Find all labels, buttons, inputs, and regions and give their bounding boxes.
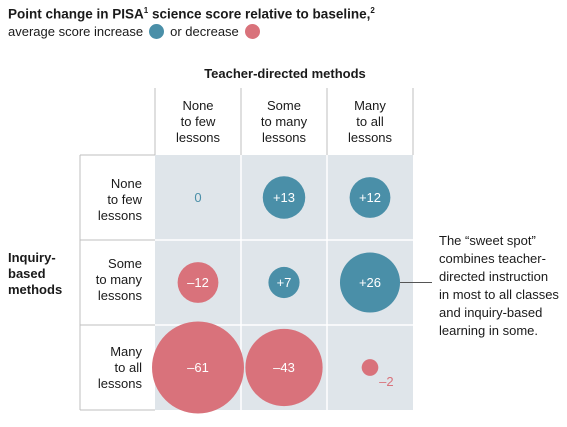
bubble [268,266,300,299]
legend-decrease-swatch [244,24,260,39]
bubble [339,252,401,313]
bubble-value-label: –12 [187,275,209,290]
row-label-1: None to few lessons [97,176,142,223]
chart-title: Point change in PISA1 science score rela… [8,6,375,22]
sweet-spot-annotation: The “sweet spot” combines teacher-directe… [439,233,559,338]
bubble-value-label: +26 [359,275,381,290]
column-label-3: Many to all lessons [347,98,393,145]
bubble [152,321,244,414]
row-label-2: Some to many lessons [95,256,142,303]
legend-increase-swatch [149,24,165,39]
bubble-value-label: 0 [194,190,201,205]
row-label-3: Many to all lessons [97,344,142,391]
legend-decrease-label: or decrease [170,24,239,39]
bubble-value-label: +7 [277,275,292,290]
bubble [177,262,219,303]
column-label-1: None to few lessons [175,98,221,145]
column-axis-title: Teacher-directed methods [204,66,366,81]
legend-increase-label: average score increase [8,24,144,39]
column-label-2: Some to many lessons [260,98,308,145]
bubble-value-label: –43 [273,360,295,375]
bubble [349,177,391,218]
bubble [262,176,306,219]
bubble-value-label: +12 [359,190,381,205]
bubble-value-label: –61 [187,360,209,375]
bubble [245,328,323,407]
bubble-value-label: +13 [273,190,295,205]
bubble-value-label: –2 [379,374,393,389]
legend: average score increase or decrease [8,24,266,39]
bubble [361,359,379,376]
row-axis-title: Inquiry-based methods [8,250,63,297]
